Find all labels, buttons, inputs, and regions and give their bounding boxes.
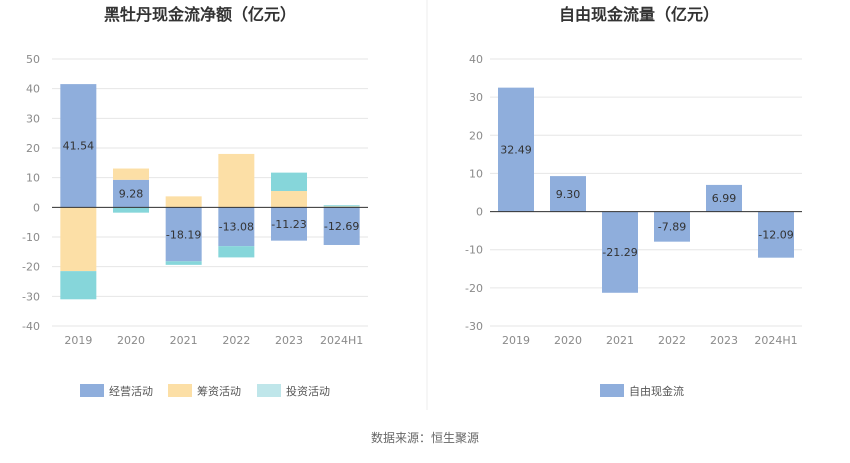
legend-label: 筹资活动: [197, 384, 241, 398]
x-tick-label: 2022: [222, 334, 250, 347]
bar-operating: [271, 207, 307, 241]
bar-free_cash_flow: [550, 176, 586, 212]
y-tick-label: -20: [22, 261, 40, 274]
y-tick-label: 30: [469, 91, 483, 104]
y-tick-label: -10: [465, 244, 483, 257]
bar-financing: [271, 191, 307, 208]
bar-free_cash_flow: [498, 87, 534, 212]
y-tick-label: 20: [469, 129, 483, 142]
legend-swatch: [600, 384, 624, 397]
cash-flow-chart: 50 40 30 20 10 0 -10 -20 -30 -40 2019 2020 2021 2022 2…: [22, 53, 368, 347]
bar-free_cash_flow: [602, 211, 638, 293]
bar-financing: [60, 207, 97, 272]
x-tick-label: 2022: [658, 334, 686, 347]
bar-operating: [323, 207, 360, 245]
y-tick-label: -20: [465, 282, 483, 295]
cash-flow-legend: 经营活动 筹资活动 投资活动: [80, 384, 330, 398]
y-tick-label: 20: [26, 142, 40, 155]
data-label: -21.29: [602, 246, 637, 259]
x-tick-label: 2020: [554, 334, 582, 347]
bar-operating: [218, 207, 255, 247]
y-tick-label: 0: [33, 201, 40, 214]
x-tick-label: 2023: [710, 334, 738, 347]
y-tick-label: 40: [26, 83, 40, 96]
y-tick-label: 10: [26, 172, 40, 185]
data-label: 41.54: [63, 140, 95, 153]
data-label: 32.49: [500, 144, 532, 157]
data-label: 6.99: [712, 192, 737, 205]
y-tick-label: -30: [465, 320, 483, 333]
y-tick-label: -30: [22, 290, 40, 303]
bar-investing: [60, 271, 97, 300]
x-tick-label: 2019: [502, 334, 530, 347]
legend-label: 投资活动: [286, 384, 330, 398]
y-tick-label: 0: [476, 206, 483, 219]
bar-operating: [113, 179, 149, 208]
chart-title-cash-flow: 黑牡丹现金流净额（亿元）: [104, 5, 296, 24]
bar-investing: [165, 261, 202, 265]
legend-swatch: [168, 384, 192, 397]
y-tick-label: 50: [26, 53, 40, 66]
data-label: -13.08: [219, 221, 254, 234]
bar-operating: [165, 207, 202, 262]
y-tick-label: 10: [469, 167, 483, 180]
data-label: 9.28: [119, 188, 144, 201]
free-cash-flow-legend: 自由现金流: [600, 384, 684, 398]
data-label: -7.89: [658, 221, 686, 234]
legend-swatch: [80, 384, 104, 397]
y-tick-label: -10: [22, 231, 40, 244]
free-cash-flow-chart: 40 30 20 10 0 -10 -20 -30 2019 2020 2021 2022 2023 20…: [465, 53, 802, 347]
bar-free_cash_flow: [654, 211, 690, 242]
data-label: -12.69: [324, 220, 359, 233]
data-label: -12.09: [758, 229, 793, 242]
bar-investing: [271, 172, 307, 192]
legend-label: 自由现金流: [629, 384, 684, 398]
bar-financing: [165, 196, 202, 208]
bar-investing: [218, 246, 255, 258]
chart-title-free-cash-flow: 自由现金流量（亿元）: [559, 5, 719, 24]
y-tick-label: -40: [22, 320, 40, 333]
bar-investing: [323, 205, 360, 207]
legend-label: 经营活动: [109, 384, 153, 398]
bar-financing: [113, 168, 149, 180]
x-tick-label: 2021: [170, 334, 198, 347]
x-tick-label: 2021: [606, 334, 634, 347]
x-tick-label: 2019: [64, 334, 92, 347]
bar-free_cash_flow: [758, 211, 794, 258]
bar-operating: [60, 84, 97, 208]
bar-investing: [113, 207, 149, 213]
x-tick-label: 2024H1: [320, 334, 363, 347]
data-label: 9.30: [556, 188, 581, 201]
legend-swatch: [257, 384, 281, 397]
y-tick-label: 40: [469, 53, 483, 66]
x-tick-label: 2023: [275, 334, 303, 347]
data-source-note: 数据来源：恒生聚源: [371, 430, 479, 445]
bar-free_cash_flow: [706, 184, 742, 212]
bar-financing: [218, 153, 255, 208]
y-tick-label: 30: [26, 112, 40, 125]
x-tick-label: 2020: [117, 334, 145, 347]
data-label: -18.19: [166, 228, 201, 241]
x-tick-label: 2024H1: [754, 334, 797, 347]
data-label: -11.23: [271, 218, 306, 231]
